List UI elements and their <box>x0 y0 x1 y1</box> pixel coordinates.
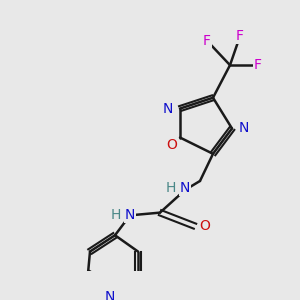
Text: F: F <box>203 34 211 48</box>
Text: N: N <box>239 122 249 136</box>
Text: F: F <box>236 29 244 43</box>
Text: O: O <box>167 138 177 152</box>
Text: H: H <box>111 208 121 222</box>
Text: N: N <box>125 208 135 222</box>
Text: O: O <box>200 219 210 233</box>
Text: H: H <box>166 181 176 195</box>
Text: N: N <box>180 181 190 195</box>
Text: N: N <box>163 102 173 116</box>
Text: F: F <box>254 58 262 72</box>
Text: N: N <box>105 290 115 300</box>
